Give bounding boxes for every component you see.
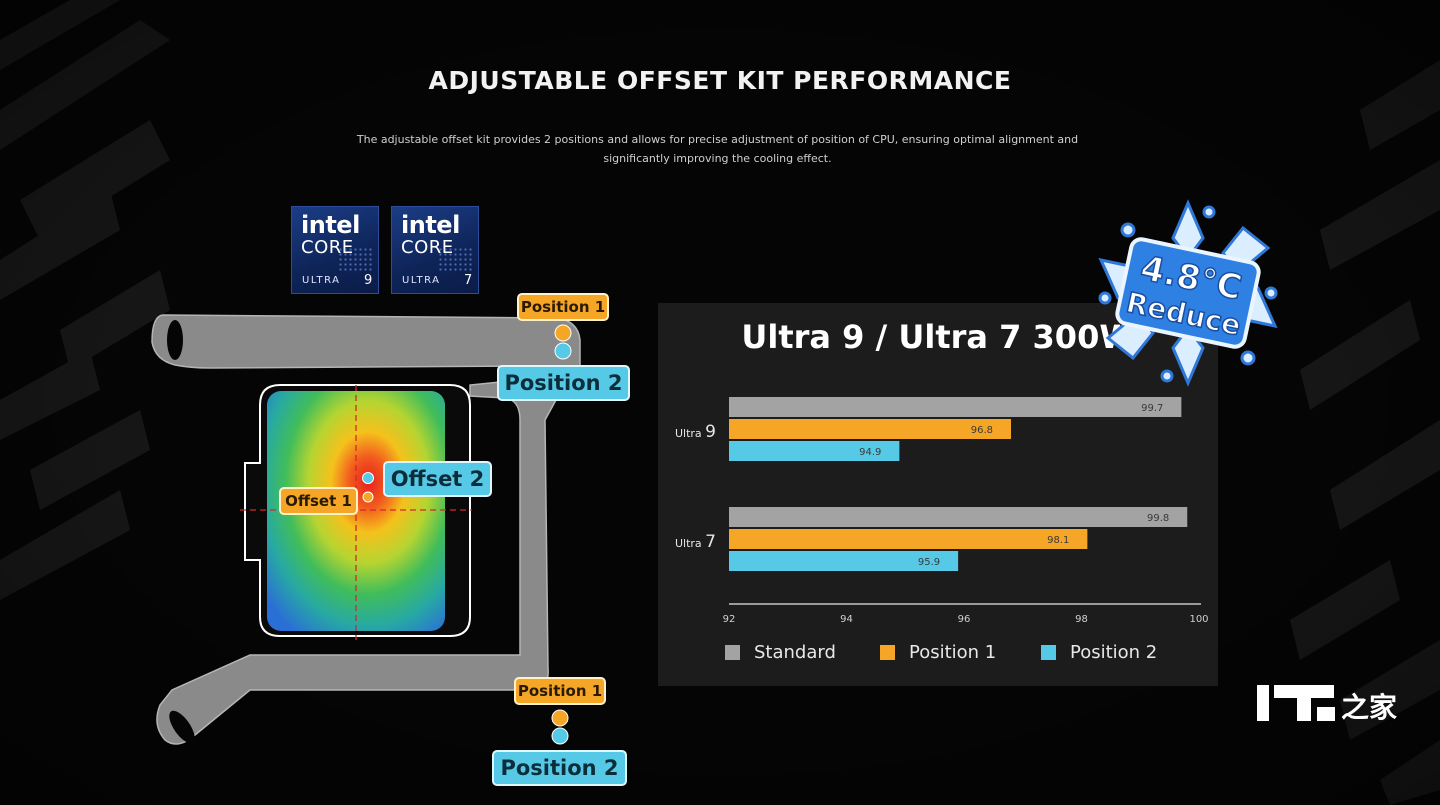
badge-brand: intel [301,211,360,239]
badge-brand: intel [401,211,460,239]
bracket-slot-bottom [169,710,195,744]
position-2-callout-bottom: Position 2 [492,750,627,786]
badge-series: ULTRA [302,275,341,286]
watermark-logo: 之家 [1257,685,1417,730]
position-1-callout-bottom: Position 1 [514,677,606,705]
watermark-text: 之家 [1341,691,1397,724]
legend-swatch [880,644,895,660]
offset-2-marker [362,472,374,484]
offset-1-callout: Offset 1 [279,487,358,515]
legend-position-2: Position 2 [1041,641,1157,663]
page-title: ADJUSTABLE OFFSET KIT PERFORMANCE [428,66,1012,95]
mounting-bracket-diagram [151,314,581,745]
reduce-badge: 4.8°C Reduce [1098,199,1278,387]
badge-tier: 7 [464,273,473,288]
legend-label: Standard [754,641,836,663]
badge-dots-decoration [438,247,474,271]
position-2-marker-bottom [551,727,569,745]
offset-2-callout: Offset 2 [383,461,492,497]
position-1-marker-bottom [551,709,569,727]
legend-position-1: Position 1 [880,641,996,663]
page-subtitle: The adjustable offset kit provides 2 pos… [330,130,1105,168]
position-1-callout-top: Position 1 [517,293,609,321]
legend-swatch [1041,644,1056,660]
legend-label: Position 1 [909,641,997,663]
it-home-logo-icon: 之家 [1257,685,1397,724]
position-2-marker-top [554,342,572,360]
legend-label: Position 2 [1070,641,1158,663]
legend-swatch [725,644,740,660]
intel-core-ultra-7-badge: intel CORE ULTRA 7 [391,206,479,294]
badge-dots-decoration [338,247,374,271]
offset-1-marker [362,491,374,503]
chart-panel [658,303,1218,686]
badge-tier: 9 [364,273,373,288]
legend-standard: Standard [725,641,836,663]
subtitle-line-1: The adjustable offset kit provides 2 pos… [356,133,1079,146]
intel-core-ultra-9-badge: intel CORE ULTRA 9 [291,206,379,294]
badge-series: ULTRA [402,275,441,286]
position-1-marker-top [554,324,572,342]
bracket-slot-top [167,320,183,360]
position-2-callout-top: Position 2 [497,365,630,401]
bracket-frame [151,314,581,745]
subtitle-line-2: significantly improving the cooling effe… [603,152,832,165]
chart-title: Ultra 9 / Ultra 7 300W [741,318,1135,356]
